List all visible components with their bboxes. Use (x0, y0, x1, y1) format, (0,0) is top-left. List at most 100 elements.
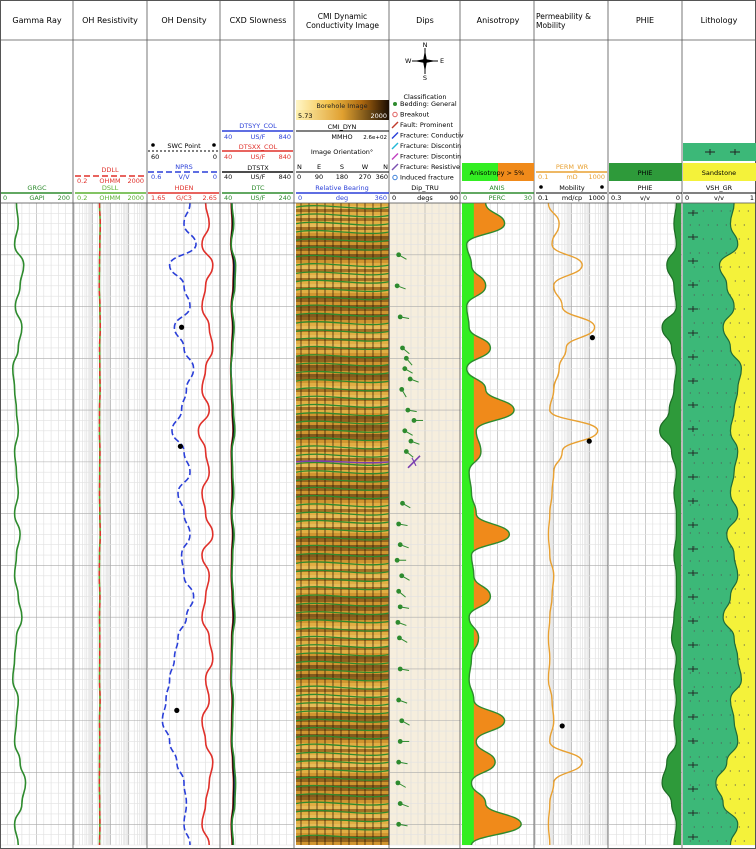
bedding-sine (295, 238, 390, 243)
bedding-sine (295, 834, 390, 839)
curve-hden (197, 202, 214, 846)
compass-rose-icon (412, 48, 438, 74)
ddll-right: 2000 (127, 177, 144, 185)
bedding-sine (295, 329, 390, 334)
bedding-sine (295, 362, 390, 367)
bh-right: 2000 (370, 112, 387, 120)
dip-tadpole (397, 801, 409, 808)
curve-nprs (161, 202, 197, 846)
bedding-sine (295, 809, 390, 814)
rb-curve-name: Relative Bearing (315, 184, 368, 192)
swc-point (177, 443, 183, 449)
dip-tadpole (408, 438, 420, 445)
bedding-sine (295, 213, 390, 218)
swc-point (174, 707, 180, 713)
den-header: SWC Point 60 0 NPRS 0.6 V/V 0 HDEN 1.65 … (148, 142, 219, 202)
bedding-sine (295, 693, 390, 698)
perm-left: 0.1 (538, 173, 548, 181)
cmi-right: 2.6e+02 (363, 135, 387, 141)
bedding-sine (295, 594, 390, 599)
img-deg-360: 360 (376, 173, 388, 181)
dip-class-label: Fracture: Conductiv (400, 132, 464, 140)
swc-right: 0 (213, 153, 217, 161)
anis-left: 0 (463, 194, 467, 202)
track-title-permeability: Permeability & Mobility (536, 12, 591, 30)
dip-tadpole (396, 697, 408, 704)
dip-tadpole (405, 407, 417, 413)
nprs-right: 0 (213, 173, 217, 181)
bedding-sine (295, 528, 390, 533)
mobility-point (586, 438, 592, 444)
bh-left: 5.73 (298, 112, 312, 120)
dips-compass-w: W (405, 57, 412, 65)
dsll-right: 2000 (127, 194, 144, 202)
anis-unit: PERC (489, 194, 506, 202)
hden-unit: G/C3 (176, 194, 192, 202)
bedding-sine (295, 768, 390, 773)
perm-curve-name: PERM_WR (556, 163, 589, 171)
bedding-sine (295, 470, 390, 475)
dip-tadpole (402, 428, 413, 436)
dip-unit: degs (417, 194, 433, 202)
dip-class-legend-item: Fracture: Discontin (391, 142, 461, 150)
bedding-sine (295, 503, 390, 508)
curve-ddll (98, 202, 101, 846)
bedding-sine (295, 403, 390, 409)
bedding-sine (295, 246, 390, 251)
bedding-sine (295, 776, 390, 781)
mob-unit: md/cp (562, 194, 582, 202)
img-deg-90: 90 (315, 173, 323, 181)
bedding-sine (295, 379, 390, 384)
bedding-sine (295, 287, 390, 293)
bedding-sine (295, 428, 390, 433)
dip-class-legend-item: Fracture: Conductiv (391, 132, 464, 140)
img-compass-n2: N (383, 163, 388, 171)
dtsyy-left: 40 (224, 133, 232, 141)
bedding-sine (295, 445, 390, 450)
bedding-sine (295, 370, 390, 375)
dtsxx-curve-name: DTSXX_COL (239, 143, 278, 151)
track-title-lithology: Lithology (701, 16, 738, 25)
bedding-sine (295, 668, 390, 674)
dip-class-label: Fault: Prominent (400, 121, 454, 129)
phie-fill (659, 203, 681, 845)
dip-tadpole (399, 573, 410, 581)
phie-right: 0 (676, 194, 680, 202)
dtsxx-unit: US/F (251, 153, 266, 161)
dtstx-right: 840 (279, 173, 291, 181)
classification-title: Classification (403, 93, 446, 101)
img-compass-s: S (340, 163, 344, 171)
curve-grgc (11, 202, 27, 846)
bedding-sine (295, 412, 390, 417)
bedding-sine (295, 718, 390, 723)
bedding-sine (295, 826, 390, 831)
bedding-sine (295, 677, 390, 682)
dips-header: N E S W Classification Bedding: General B… (390, 41, 464, 202)
dip-tadpole (402, 366, 413, 374)
bedding-sine (295, 793, 390, 798)
dtc-curve-name: DTC (251, 184, 265, 192)
sand-fill (715, 203, 756, 845)
vsh-unit: v/v (714, 194, 724, 202)
img-compass-e: E (317, 163, 321, 171)
dip-tadpole (397, 314, 410, 320)
bedding-sine (295, 760, 390, 765)
img-header: Borehole Image 5.73 2000 CMI_DYN MMHO 2.… (296, 100, 389, 202)
bedding-sine (295, 652, 390, 657)
bedding-sine (295, 685, 390, 690)
bedding-sine (295, 453, 390, 458)
dip-tadpole (411, 418, 423, 423)
bedding-sine (295, 801, 390, 806)
perm-unit: mD (566, 173, 577, 181)
slash-icon (391, 163, 399, 171)
dtc-unit: US/F (251, 194, 266, 202)
borehole-label: Borehole Image (316, 102, 367, 110)
dip-tadpole (407, 376, 419, 383)
dtsxx-left: 40 (224, 153, 232, 161)
bedding-sine (295, 229, 390, 235)
dip-tadpole (395, 780, 406, 788)
mob-curve-name: Mobility (559, 184, 585, 192)
dip-tadpole (396, 252, 407, 260)
bedding-sine (295, 577, 390, 583)
cmi-unit: MMHO (331, 133, 352, 141)
